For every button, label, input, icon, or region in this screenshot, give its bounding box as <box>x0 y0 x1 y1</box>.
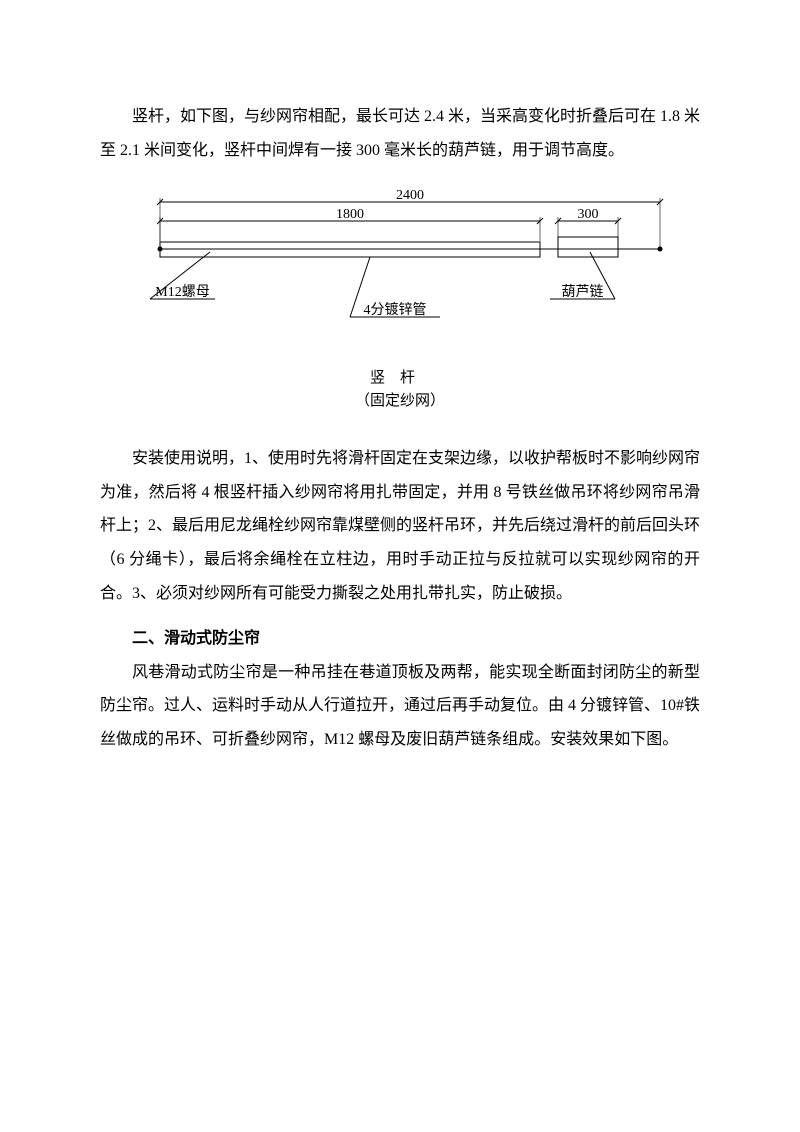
rod-diagram: 2400 1800 300 M12螺母 4分镀锌管 葫芦链 <box>100 187 700 327</box>
caption-title: 竖杆 <box>370 370 430 386</box>
svg-text:葫芦链: 葫芦链 <box>562 284 604 300</box>
svg-text:M12螺母: M12螺母 <box>155 284 209 300</box>
caption-subtitle: （固定纱网） <box>355 393 445 409</box>
svg-text:1800: 1800 <box>336 207 364 222</box>
svg-text:2400: 2400 <box>396 188 424 203</box>
paragraph-2: 安装使用说明，1、使用时先将滑杆固定在支架边缘，以收护帮板时不影响纱网帘为准，然… <box>100 442 700 610</box>
diagram-caption: 竖杆 （固定纱网） <box>100 367 700 412</box>
section-heading-2: 二、滑动式防尘帘 <box>100 622 700 656</box>
svg-text:4分镀锌管: 4分镀锌管 <box>364 301 427 318</box>
paragraph-1: 竖杆，如下图，与纱网帘相配，最长可达 2.4 米，当采高变化时折叠后可在 1.8… <box>100 100 700 167</box>
paragraph-3: 风巷滑动式防尘帘是一种吊挂在巷道顶板及两帮，能实现全断面封闭防尘的新型防尘帘。过… <box>100 656 700 757</box>
svg-text:300: 300 <box>578 207 599 222</box>
